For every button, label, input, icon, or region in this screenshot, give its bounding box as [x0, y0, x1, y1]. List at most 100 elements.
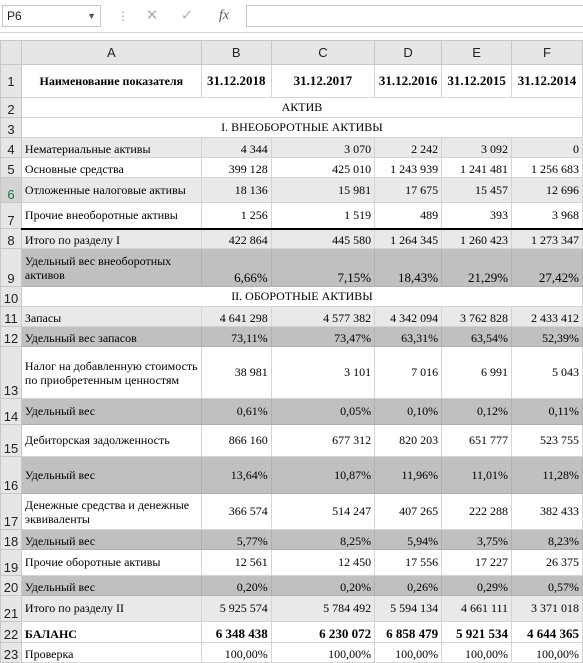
cell[interactable]: 0,61%: [200, 398, 272, 425]
cell[interactable]: 1 264 345: [374, 227, 443, 249]
cell[interactable]: 6,66%: [200, 248, 272, 287]
insert-function-icon[interactable]: fx: [218, 8, 230, 23]
cell[interactable]: 3 968: [511, 202, 583, 229]
cell[interactable]: 21,29%: [441, 248, 513, 287]
row-header[interactable]: 10: [0, 286, 22, 307]
cell[interactable]: 12 450: [270, 549, 376, 576]
cell[interactable]: Запасы: [20, 306, 202, 327]
cell[interactable]: 7 016: [374, 346, 443, 399]
cell[interactable]: 3,75%: [441, 529, 513, 550]
cell[interactable]: 489: [374, 202, 443, 229]
cell[interactable]: 3 762 828: [441, 306, 513, 327]
cell[interactable]: 5 925 574: [200, 595, 272, 622]
row-header-selected[interactable]: 6: [0, 177, 22, 203]
cell[interactable]: 100,00%: [200, 642, 272, 663]
cell[interactable]: 8,25%: [270, 529, 376, 550]
cell[interactable]: 5 921 534: [441, 621, 513, 643]
cell[interactable]: 0,11%: [511, 398, 583, 425]
cell[interactable]: 3 101: [270, 346, 376, 399]
cell[interactable]: 366 574: [200, 493, 272, 530]
row-header[interactable]: 12: [0, 326, 22, 347]
cell[interactable]: 12 696: [511, 177, 583, 203]
row-header[interactable]: 1: [0, 64, 22, 98]
cell[interactable]: 222 288: [441, 493, 513, 530]
cell[interactable]: 5 784 492: [270, 595, 376, 622]
cell[interactable]: Удельный вес: [20, 529, 202, 550]
cell[interactable]: Налог на добавленную стоимость по приобр…: [20, 346, 202, 399]
cell[interactable]: 4 644 365: [511, 621, 583, 643]
row-header[interactable]: 11: [0, 306, 22, 327]
cell[interactable]: 27,42%: [511, 248, 583, 287]
cell[interactable]: 17 556: [374, 549, 443, 576]
cell[interactable]: 1 256 683: [511, 157, 583, 178]
cell[interactable]: 5,94%: [374, 529, 443, 550]
cell[interactable]: 31.12.2017: [270, 64, 376, 98]
cancel-icon[interactable]: ✕: [145, 7, 159, 24]
row-header[interactable]: 14: [0, 398, 22, 425]
cell[interactable]: 7,15%: [270, 248, 376, 287]
cell[interactable]: 382 433: [511, 493, 583, 530]
cell[interactable]: 445 580: [270, 227, 376, 249]
column-header-f[interactable]: F: [511, 40, 583, 65]
section-title[interactable]: I. ВНЕОБОРОТНЫЕ АКТИВЫ: [20, 117, 583, 138]
column-header-d[interactable]: D: [374, 40, 443, 65]
row-header[interactable]: 21: [0, 595, 22, 622]
cell[interactable]: 1 256: [200, 202, 272, 229]
cell[interactable]: 10,87%: [270, 456, 376, 494]
cell[interactable]: Удельный вес запасов: [20, 326, 202, 347]
cell[interactable]: Отложенные налоговые активы: [20, 177, 202, 203]
cell[interactable]: Дебиторская задолженность: [20, 424, 202, 457]
row-header[interactable]: 4: [0, 137, 22, 158]
section-title[interactable]: АКТИВ: [20, 97, 583, 118]
cell[interactable]: 820 203: [374, 424, 443, 457]
cell[interactable]: 1 273 347: [511, 227, 583, 249]
cell[interactable]: 422 864: [200, 227, 272, 249]
cell[interactable]: 1 260 423: [441, 227, 513, 249]
cell[interactable]: 651 777: [441, 424, 513, 457]
section-title[interactable]: II. ОБОРОТНЫЕ АКТИВЫ: [20, 286, 583, 307]
column-header-b[interactable]: B: [200, 40, 272, 65]
cell[interactable]: 523 755: [511, 424, 583, 457]
cell[interactable]: 0,57%: [511, 575, 583, 596]
cell[interactable]: 12 561: [200, 549, 272, 576]
cell[interactable]: Удельный вес: [20, 575, 202, 596]
cell[interactable]: 399 128: [200, 157, 272, 178]
cell[interactable]: 2 433 412: [511, 306, 583, 327]
cell[interactable]: 6 858 479: [374, 621, 443, 643]
cell[interactable]: 4 344: [200, 137, 272, 158]
cell[interactable]: 0,20%: [200, 575, 272, 596]
cell[interactable]: 73,47%: [270, 326, 376, 347]
row-header[interactable]: 9: [0, 248, 22, 287]
row-header[interactable]: 8: [0, 228, 22, 249]
cell[interactable]: 393: [441, 202, 513, 229]
cell[interactable]: 11,96%: [374, 456, 443, 494]
cell[interactable]: 5 043: [511, 346, 583, 399]
column-header-e[interactable]: E: [441, 40, 513, 65]
cell[interactable]: 11,28%: [511, 456, 583, 494]
cell[interactable]: 4 661 111: [441, 595, 513, 622]
cell[interactable]: 6 348 438: [200, 621, 272, 643]
cell[interactable]: 100,00%: [441, 642, 513, 663]
cell[interactable]: 5 594 134: [374, 595, 443, 622]
row-header[interactable]: 16: [0, 456, 22, 494]
cell[interactable]: Денежные средства и денежные эквиваленты: [20, 493, 202, 530]
cell[interactable]: 5,77%: [200, 529, 272, 550]
select-all-corner[interactable]: [0, 40, 22, 65]
cell[interactable]: 17 227: [441, 549, 513, 576]
cell[interactable]: 11,01%: [441, 456, 513, 494]
row-header[interactable]: 13: [0, 346, 22, 399]
cell[interactable]: 0: [511, 137, 583, 158]
enter-icon[interactable]: ✓: [180, 7, 194, 24]
cell[interactable]: 63,54%: [441, 326, 513, 347]
formula-input[interactable]: [246, 5, 583, 27]
row-header[interactable]: 2: [0, 97, 22, 118]
cell[interactable]: 677 312: [270, 424, 376, 457]
cell[interactable]: 6 991: [441, 346, 513, 399]
cell[interactable]: 15 457: [441, 177, 513, 203]
column-header-a[interactable]: A: [20, 40, 202, 65]
cell[interactable]: 31.12.2015: [441, 64, 513, 98]
cell[interactable]: 1 241 481: [441, 157, 513, 178]
cell[interactable]: 18,43%: [374, 248, 443, 287]
row-header[interactable]: 19: [0, 549, 22, 576]
cell[interactable]: 1 519: [270, 202, 376, 229]
